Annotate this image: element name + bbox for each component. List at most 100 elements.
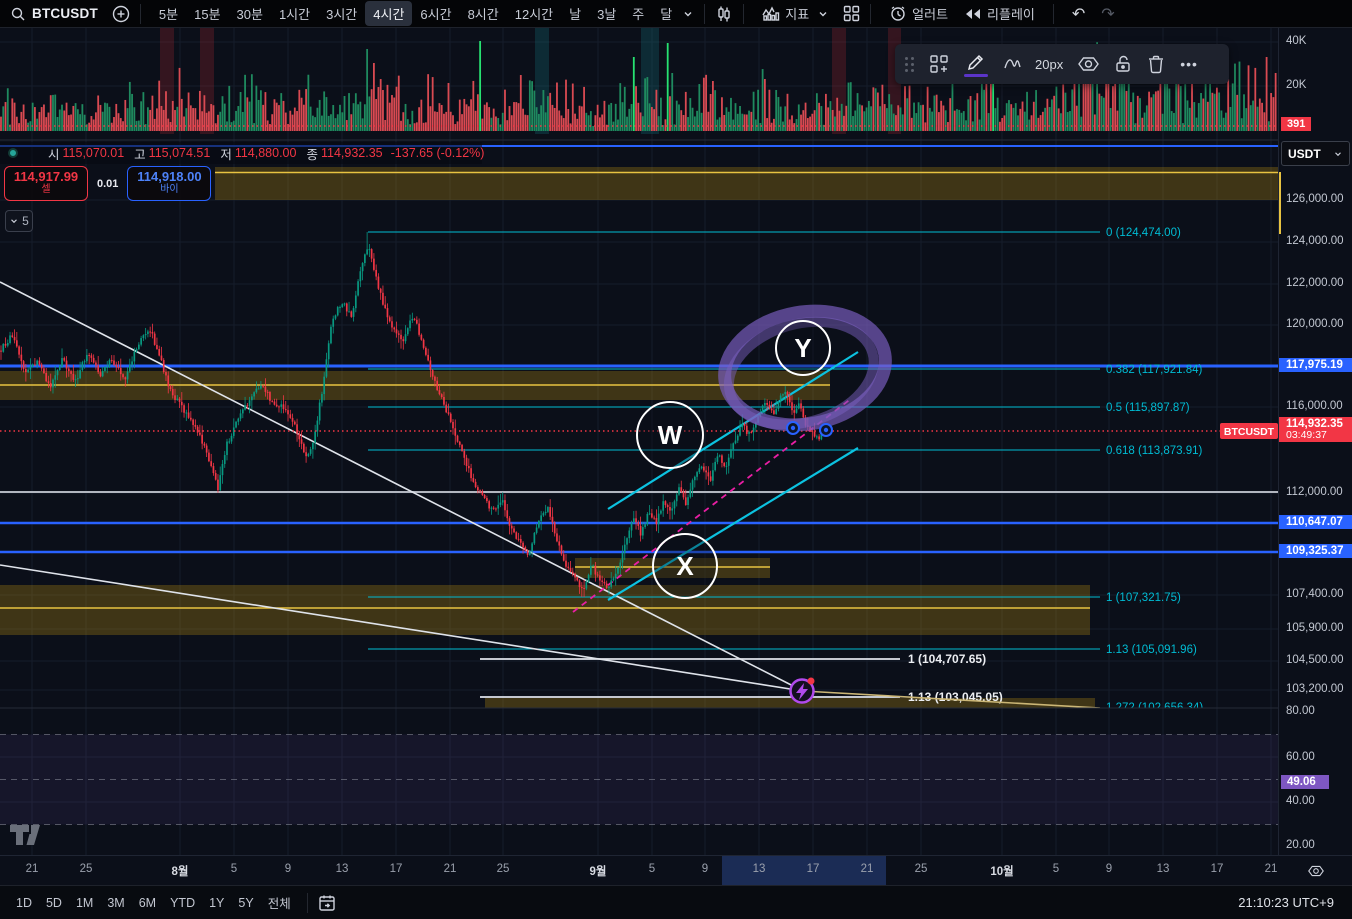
search-icon[interactable] [10,6,26,22]
range-YTD[interactable]: YTD [164,890,201,915]
time-label: 25 [496,863,510,875]
change-value: -137.65 (-0.12%) [390,146,485,160]
volume-bars [0,41,1277,132]
go-to-date-icon[interactable] [318,894,336,912]
volume-pane [0,28,1278,134]
timeframe-4[interactable]: 1시간 [271,1,318,26]
timeframe-3[interactable]: 30분 [229,1,271,26]
alert-button[interactable]: 얼러트 [881,1,956,26]
add-symbol-icon[interactable] [112,5,130,23]
low-label: 저 [220,147,232,162]
unlock-icon[interactable] [1114,54,1132,74]
open-label: 시 [48,147,60,162]
chart-canvas[interactable]: 0 (124,474.00) 0.382 (117,921.84) 0.5 (115… [0,28,1278,855]
sell-label: 셀 [41,184,51,195]
drag-handle-icon[interactable] [905,56,914,72]
time-axis[interactable]: 21 25 8월 5 9 13 17 21 25 9월 5 9 13 17 21 25 10월 5 9 13 17 21 [0,855,1352,886]
rsi-badge: 49.06 [1281,775,1329,789]
top-toolbar: BTCUSDT 5분 15분 30분 1시간 3시간 4시간 6시간 8시간 12시간 날 3날 주 달… [0,0,1352,28]
sell-price: 114,917.99 [13,169,79,184]
time-label: 5 [230,863,238,875]
undo-button[interactable]: ↶ [1064,1,1093,27]
rsi-pane [0,734,1278,845]
axis-tick: 20.00 [1286,839,1315,851]
timeframe-6[interactable]: 4시간 [365,1,413,26]
timeframe-12[interactable]: 주 [624,1,652,26]
replay-button[interactable]: 리플레이 [956,1,1043,26]
range-5Y[interactable]: 5Y [232,890,259,915]
range-전체[interactable]: 전체 [262,890,297,915]
indicators-chevron-icon[interactable] [817,8,829,20]
channel-line [607,447,859,601]
order-panel: 114,917.99 셀 0.01 114,918.00 바이 [4,166,212,201]
axis-tick: 40.00 [1286,795,1315,807]
pencil-tool[interactable] [964,52,988,77]
wave-marker-X [652,533,718,599]
layout-grid-icon[interactable] [843,5,860,22]
time-label: 21 [1264,863,1278,875]
range-5D[interactable]: 5D [40,890,68,915]
range-1Y[interactable]: 1Y [203,890,230,915]
range-list: 1D 5D 1M 3M 6M YTD 1Y 5Y 전체 [10,890,297,915]
chart-area[interactable]: 0 (124,474.00) 0.382 (117,921.84) 0.5 (115… [0,28,1278,855]
candle-style-icon[interactable] [715,5,733,23]
range-1D[interactable]: 1D [10,890,38,915]
timeframe-9[interactable]: 12시간 [507,1,561,26]
close-value: 114,932.35 [320,146,383,160]
fib-label: 0 (124,474.00) [1106,227,1181,239]
timeframe-2[interactable]: 15분 [186,1,228,26]
clock[interactable]: 21:10:23 UTC+9 [1238,895,1334,910]
range-3M[interactable]: 3M [101,890,130,915]
timeframe-8[interactable]: 8시간 [460,1,507,26]
settings-nut-icon[interactable] [1078,54,1100,74]
brush-size-label[interactable]: 20px [1035,56,1064,72]
divider [139,3,141,24]
timeframe-5[interactable]: 3시간 [318,1,365,26]
timeframe-13[interactable]: 달 [652,1,680,26]
replay-icon [964,7,982,21]
range-1M[interactable]: 1M [70,890,99,915]
axis-tick: 103,200.00 [1286,683,1344,695]
time-label: 17 [806,863,820,875]
volume-badge: 391 [1281,117,1312,131]
brush-stroke-icon[interactable] [1003,54,1027,74]
timeframe-11[interactable]: 3날 [589,1,624,26]
time-label: 13 [335,863,349,875]
axis-tick: 40K [1286,35,1307,47]
time-label: 21 [443,863,457,875]
timeframe-chevron-icon[interactable] [682,8,694,20]
timeframe-7[interactable]: 6시간 [412,1,459,26]
time-label: 5 [1052,863,1060,875]
tradingview-logo [10,825,40,845]
timeframe-10[interactable]: 날 [561,1,589,26]
redo-button[interactable]: ↷ [1093,1,1122,27]
trash-icon[interactable] [1147,54,1165,74]
add-widget-icon[interactable] [929,54,949,74]
time-label: 9 [284,863,292,875]
price-axis[interactable]: USDT 40K 20K 126,000.00 124,000.00 122,000.0… [1278,28,1352,855]
open-value: 115,070.01 [62,146,125,160]
candles-layer [0,232,830,597]
object-tree-badge[interactable]: 5 [5,210,33,232]
symbol-name[interactable]: BTCUSDT [32,6,98,21]
range-6M[interactable]: 6M [133,890,162,915]
buy-button[interactable]: 114,918.00 바이 [127,166,212,201]
indicators-label: 지표 [785,7,810,22]
bottom-toolbar: 1D 5D 1M 3M 6M YTD 1Y 5Y 전체 21:10:23 UTC+9 [0,885,1352,919]
time-label: 25 [79,863,93,875]
axis-settings-icon[interactable] [1308,863,1324,884]
currency-select[interactable]: USDT [1281,141,1350,166]
axis-tick: 112,000.00 [1286,486,1343,498]
timeframe-1[interactable]: 5분 [151,1,186,26]
timeframe-list: 5분 15분 30분 1시간 3시간 4시간 6시간 8시간 12시간 날 3날 주 달 [151,1,680,26]
indicators-button[interactable]: 지표 [754,1,817,26]
axis-tick: 20K [1286,79,1307,91]
pencil-color-indicator [964,73,988,77]
axis-tick: 80.00 [1286,705,1315,717]
sell-button[interactable]: 114,917.99 셀 [4,166,88,201]
svg-text:W: W [658,420,683,450]
axis-tick: 120,000.00 [1286,318,1344,330]
more-options-icon[interactable]: ••• [1180,56,1198,72]
buy-price: 114,918.00 [137,169,202,184]
alert-label: 얼러트 [912,7,949,22]
